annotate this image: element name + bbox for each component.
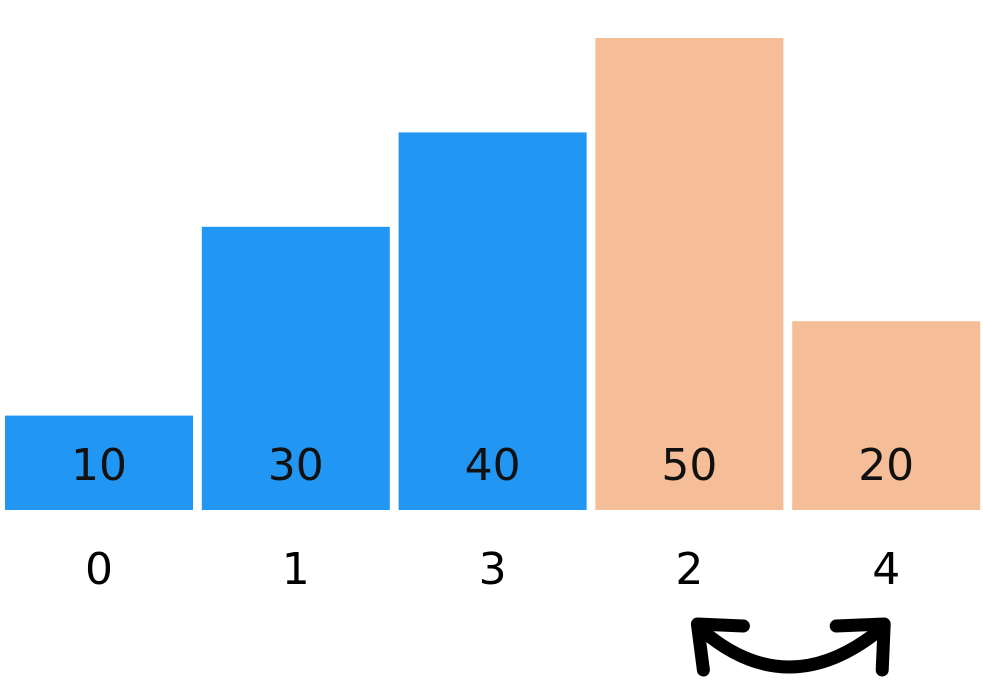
bar-index-label: 4 — [872, 544, 900, 595]
bar-index-label: 0 — [85, 544, 113, 595]
swap-arrow-curve — [692, 621, 889, 674]
swap-arrow-head-left — [690, 617, 750, 677]
bar-value-label: 20 — [858, 440, 914, 491]
bar-0 — [5, 415, 193, 510]
bar-4 — [792, 321, 981, 510]
bar-index-labels: 0 1 3 2 4 — [85, 544, 900, 595]
bar-value-label: 10 — [71, 440, 127, 491]
bar-1 — [201, 226, 390, 511]
bar-index-label: 1 — [282, 544, 310, 595]
bar-value-label: 40 — [465, 440, 521, 491]
bar-value-label: 30 — [268, 440, 324, 491]
swap-arrow-head-right — [829, 617, 891, 677]
bar-index-label: 2 — [675, 544, 703, 595]
bar-index-label: 3 — [479, 544, 507, 595]
bars — [5, 38, 981, 511]
bar-2 — [398, 132, 587, 510]
bar-value-labels: 10 30 40 50 20 — [71, 440, 914, 491]
bar-3 — [595, 38, 784, 510]
bar-value-label: 50 — [661, 440, 717, 491]
swap-arrow-icon — [690, 617, 891, 677]
